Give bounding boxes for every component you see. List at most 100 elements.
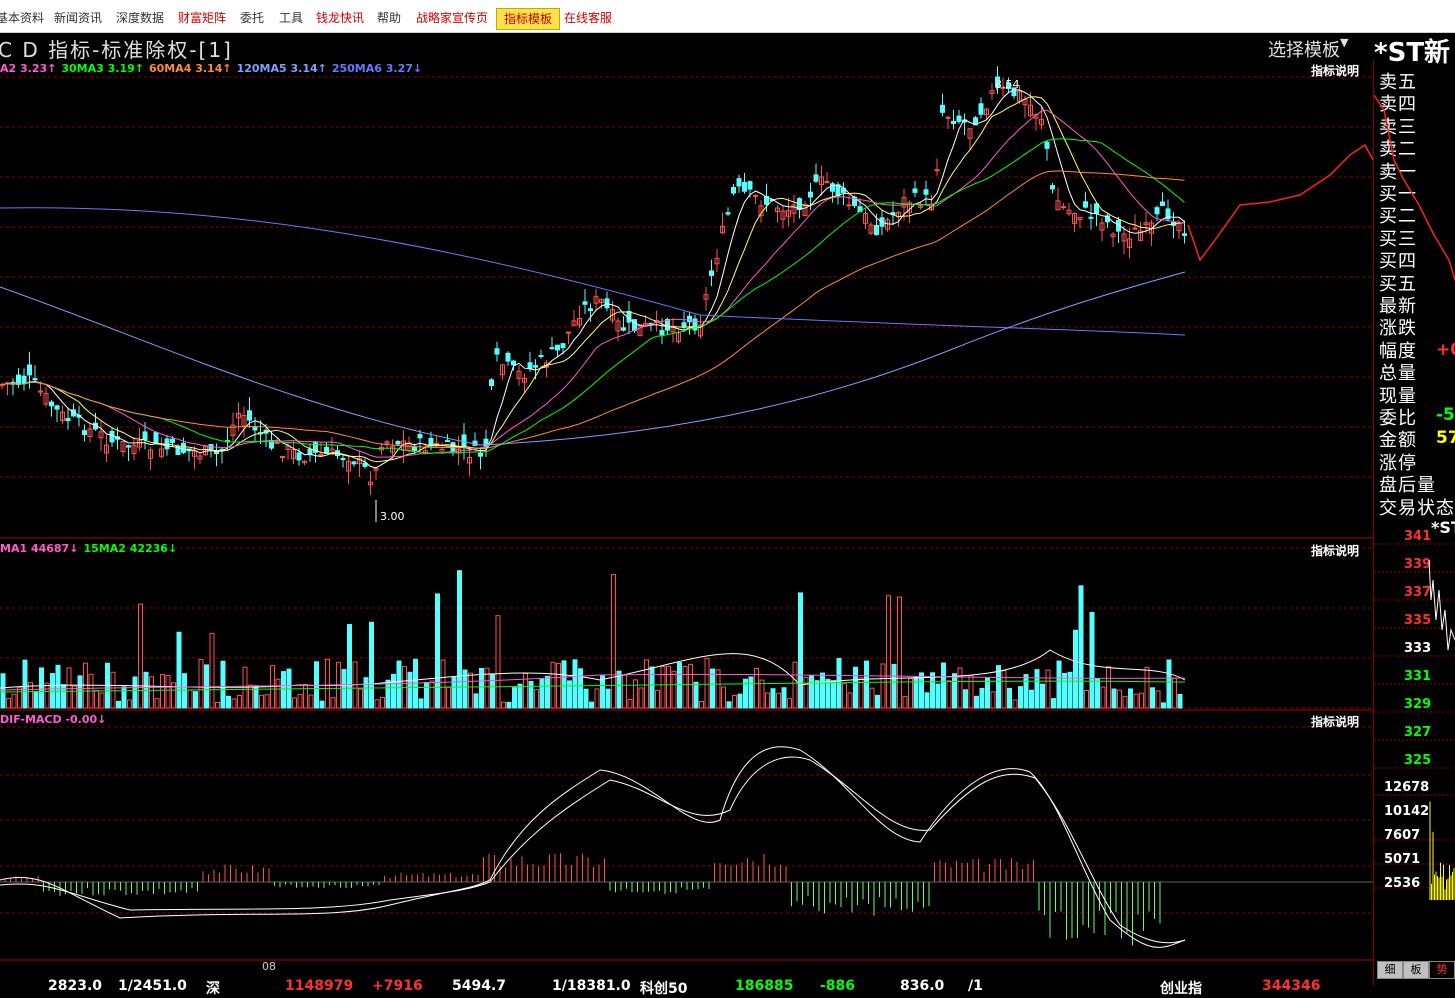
- menu-item-2[interactable]: 深度数据: [116, 9, 164, 26]
- volume-bar: [117, 701, 121, 708]
- volume-bar: [892, 664, 896, 708]
- kline-chart[interactable]: [0, 60, 1373, 975]
- volume-bar: [1134, 694, 1138, 708]
- candle-body: [935, 170, 939, 171]
- menu-item-5[interactable]: 工具: [279, 9, 303, 26]
- candle-body: [622, 328, 626, 330]
- volume-bar: [804, 677, 808, 708]
- volume-bar: [18, 688, 22, 708]
- volume-bar: [265, 695, 269, 708]
- dea-line: [0, 757, 1185, 943]
- volume-bar: [1063, 673, 1067, 708]
- menu-item-6[interactable]: 钱龙快讯: [316, 9, 364, 26]
- volume-bar: [133, 677, 137, 708]
- volume-bar: [62, 685, 66, 708]
- volume-bar: [221, 661, 225, 708]
- volume-bar: [397, 661, 401, 708]
- panel-tab-1[interactable]: 板: [1403, 961, 1429, 979]
- volume-bar: [815, 681, 819, 708]
- candle-body: [50, 402, 54, 406]
- low-price-label: 3.00: [380, 510, 405, 523]
- macd-explain-button[interactable]: 指标说明: [1311, 713, 1359, 730]
- volume-bar: [249, 685, 253, 708]
- intraday-mini-line: [1374, 60, 1455, 300]
- candle-body: [534, 366, 538, 368]
- volume-bar: [1112, 689, 1116, 708]
- status-item: +7916: [372, 978, 423, 994]
- volume-bar: [584, 689, 588, 708]
- volume-bar: [139, 604, 143, 708]
- intraday-line: [1188, 145, 1373, 260]
- menu-item-8[interactable]: 战略家宣传页: [416, 9, 488, 26]
- volume-bar: [1096, 679, 1100, 708]
- volume-bar: [936, 684, 940, 708]
- status-item: 1/18381.0: [552, 978, 631, 994]
- panel-tab-2[interactable]: 势: [1429, 961, 1455, 979]
- menu-item-4[interactable]: 委托: [240, 9, 264, 26]
- candle-body: [825, 182, 829, 183]
- volume-bar: [1151, 688, 1155, 708]
- volume-bar: [1178, 694, 1182, 708]
- volume-bar: [777, 693, 781, 708]
- volume-bar: [1107, 667, 1111, 708]
- volume-bar: [469, 673, 473, 708]
- quote-value: 57: [1436, 428, 1455, 448]
- status-item: 1148979: [285, 978, 353, 994]
- volume-bar: [331, 698, 335, 708]
- volume-bar: [1057, 661, 1061, 708]
- candle-body: [1045, 142, 1049, 148]
- volume-explain-button[interactable]: 指标说明: [1311, 542, 1359, 559]
- volume-bar: [727, 702, 731, 708]
- candle-body: [539, 356, 543, 357]
- candle-body: [556, 345, 560, 350]
- status-item: 2823.0: [48, 978, 102, 994]
- chevron-down-icon: ▼: [1340, 36, 1348, 49]
- volume-bar: [1156, 691, 1160, 708]
- macd-legend: DIF-MACD -0.00↓: [0, 713, 111, 726]
- candle-body: [127, 446, 131, 447]
- candle-body: [913, 189, 917, 192]
- volume-bar: [51, 674, 55, 708]
- volume-bar: [430, 681, 434, 708]
- volume-bar: [722, 687, 726, 708]
- main-legend-item: 60MA4 3.14↑: [149, 62, 232, 75]
- volume-bar: [298, 694, 302, 708]
- moving-average-line: [2, 139, 1185, 453]
- volume-bar: [56, 665, 60, 708]
- panel-tab-0[interactable]: 细: [1377, 961, 1403, 979]
- volume-bar: [513, 688, 517, 708]
- volume-bar: [78, 676, 82, 708]
- volume-bar: [386, 680, 390, 708]
- volume-bar: [870, 688, 874, 708]
- volume-bar: [953, 674, 957, 708]
- volume-bar: [194, 692, 198, 708]
- menu-item-0[interactable]: 基本资料: [0, 9, 44, 26]
- volume-bar: [1, 674, 5, 708]
- menu-item-10[interactable]: 在线客服: [564, 9, 612, 26]
- volume-bar: [1090, 612, 1094, 708]
- main-legend-item: A2 3.23↑: [0, 62, 56, 75]
- mini-chart: [1374, 520, 1455, 960]
- volume-bar: [496, 616, 500, 708]
- volume-bar: [579, 669, 583, 708]
- main-explain-button[interactable]: 指标说明: [1311, 62, 1359, 79]
- menu-item-9[interactable]: 指标模板: [496, 8, 560, 30]
- volume-bar: [650, 667, 654, 708]
- menu-item-1[interactable]: 新闻资讯: [54, 9, 102, 26]
- moving-average-line: [2, 110, 1185, 457]
- menu-item-3[interactable]: 财富矩阵: [178, 9, 226, 26]
- volume-bar: [975, 696, 979, 708]
- status-item: 深: [206, 978, 220, 998]
- select-template-button[interactable]: 选择模板▼: [1268, 36, 1348, 62]
- volume-bar: [1052, 699, 1056, 708]
- volume-bar: [810, 676, 814, 708]
- menu-item-7[interactable]: 帮助: [377, 9, 401, 26]
- volume-bar: [238, 696, 242, 708]
- volume-bar: [12, 694, 16, 708]
- volume-bar: [45, 683, 49, 708]
- volume-bar: [260, 695, 264, 708]
- candle-body: [957, 116, 961, 121]
- volume-legend: MA1 44687↓ 15MA2 42236↓: [0, 542, 182, 555]
- volume-bar: [964, 690, 968, 708]
- volume-bar: [909, 678, 913, 708]
